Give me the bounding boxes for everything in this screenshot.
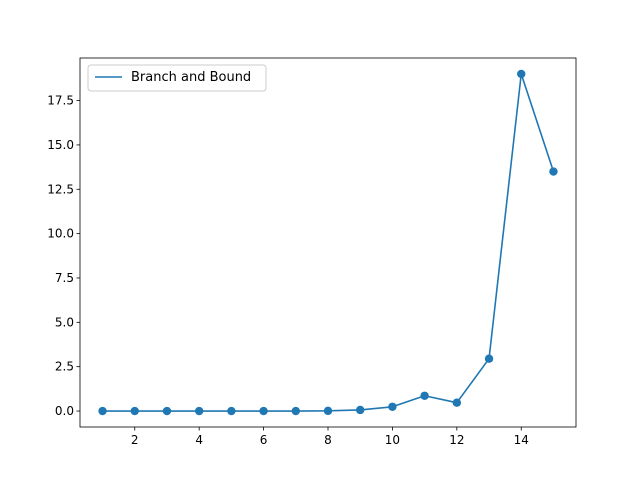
x-tick-label: 2 <box>131 433 139 447</box>
legend-label-branch-and-bound: Branch and Bound <box>131 70 251 85</box>
data-point <box>356 405 365 415</box>
data-point <box>227 406 236 416</box>
y-tick-label: 0.0 <box>55 404 74 418</box>
x-tick-label: 4 <box>195 433 203 447</box>
legend-box <box>87 64 267 92</box>
x-tick-label: 14 <box>514 433 529 447</box>
data-point <box>259 406 268 416</box>
y-tick-label: 5.0 <box>55 315 74 329</box>
series-layer <box>98 69 558 416</box>
y-tick-label: 10.0 <box>47 227 74 241</box>
data-point <box>194 406 204 416</box>
x-tick-label: 8 <box>324 433 332 447</box>
x-tick-label: 12 <box>449 433 464 447</box>
data-point <box>323 406 333 416</box>
y-tick-label: 12.5 <box>47 182 74 196</box>
data-point <box>130 406 139 416</box>
x-tick-label: 10 <box>385 433 400 447</box>
data-point <box>549 167 558 176</box>
y-axis: 0.0 2.5 5.0 7.5 10.0 12.5 15.0 17.5 <box>47 94 80 418</box>
y-tick-label: 7.5 <box>55 271 74 285</box>
data-point <box>484 354 494 363</box>
y-tick-label: 15.0 <box>47 138 74 152</box>
data-point <box>162 406 172 416</box>
x-tick-label: 6 <box>260 433 268 447</box>
data-point <box>291 406 300 416</box>
data-point <box>517 69 526 79</box>
data-point <box>420 391 429 400</box>
y-tick-label: 2.5 <box>55 360 74 374</box>
y-tick-label: 17.5 <box>47 94 74 108</box>
data-point <box>98 406 107 416</box>
data-point <box>388 402 397 411</box>
x-axis: 2 4 6 8 10 12 14 <box>131 427 529 447</box>
legend: Branch and Bound <box>87 64 267 92</box>
data-point <box>452 398 462 407</box>
